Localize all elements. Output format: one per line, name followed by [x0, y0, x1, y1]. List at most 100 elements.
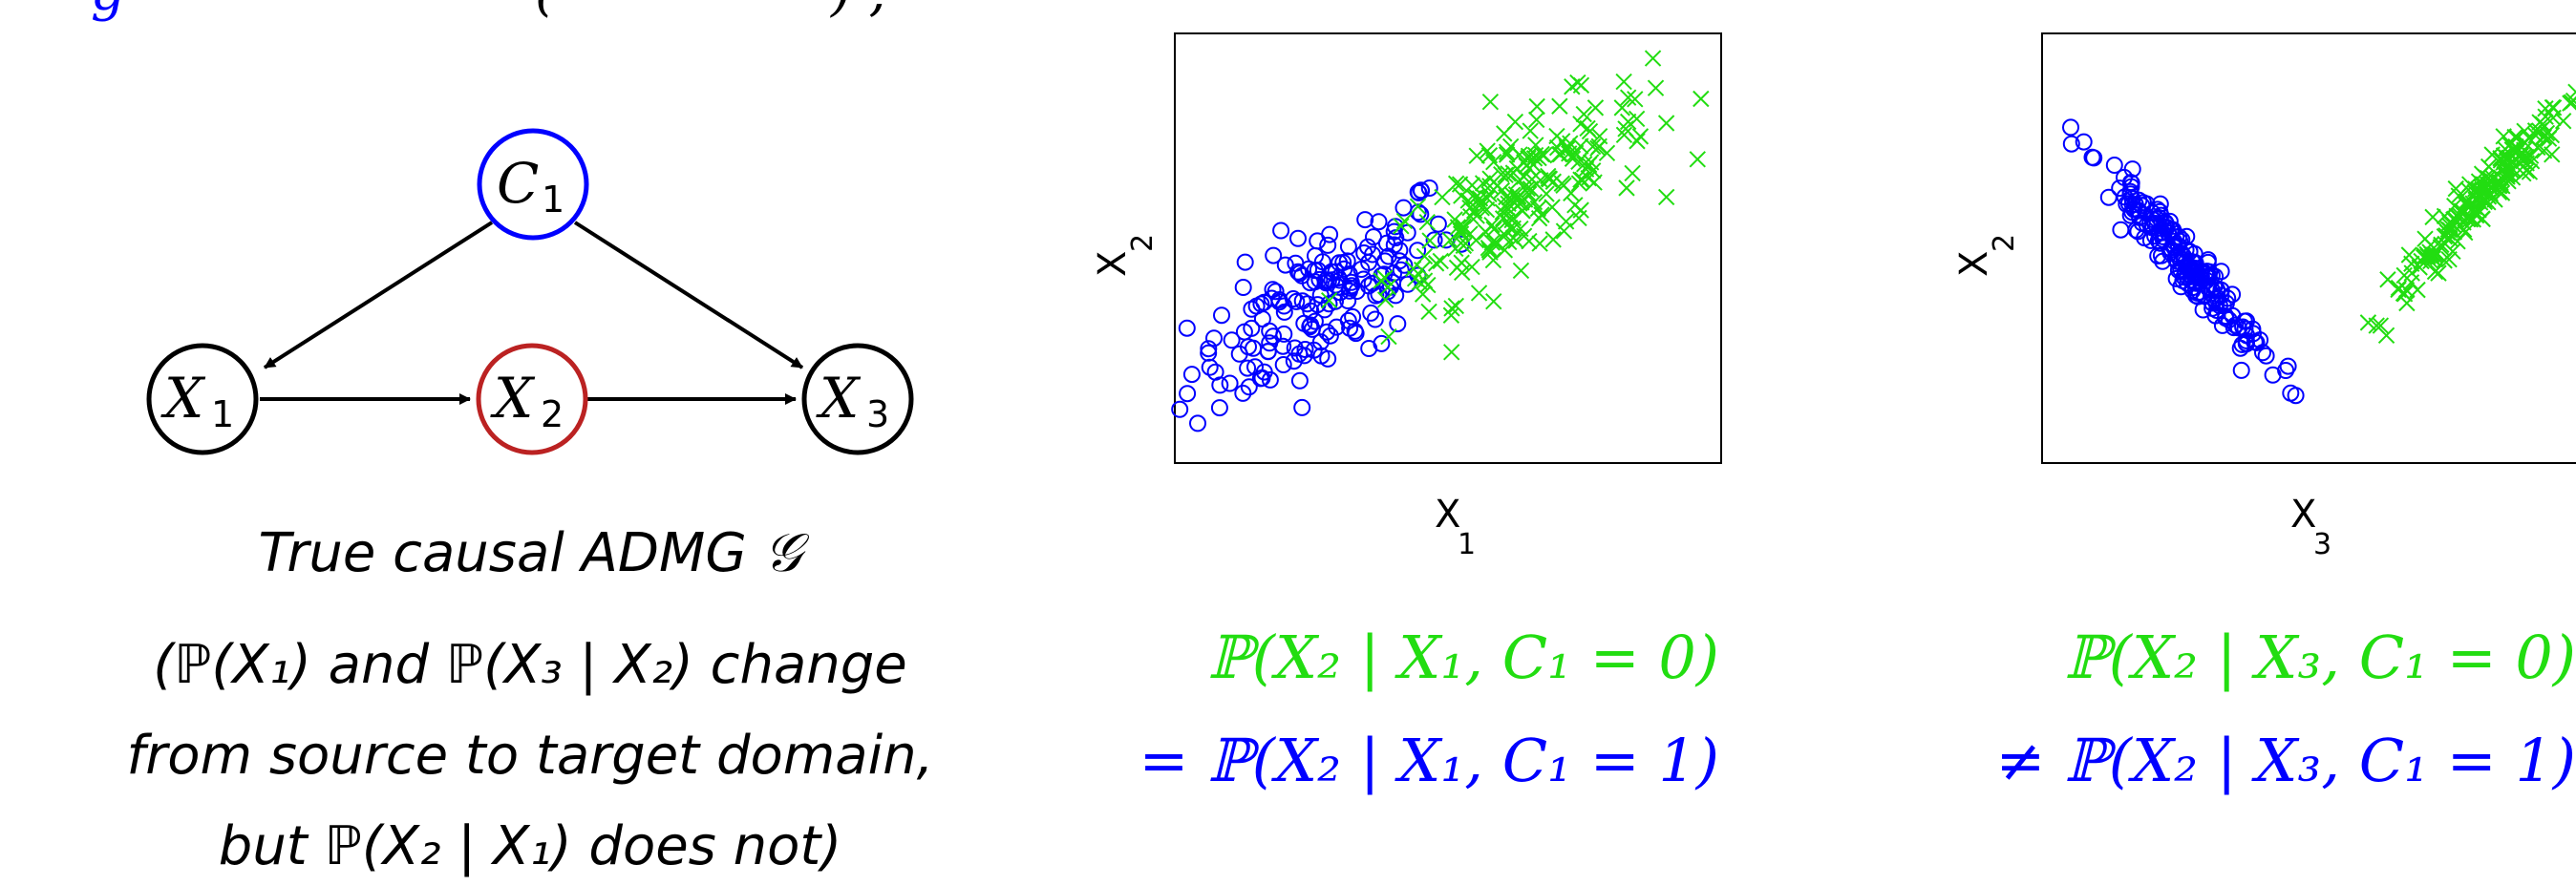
- scatter-point-circle: [2112, 221, 2130, 239]
- scatter-point-cross: [2481, 171, 2500, 188]
- scatter-point-circle: [1389, 315, 1407, 333]
- scatter-point-circle: [1275, 325, 1293, 343]
- scatter-point-cross: [1518, 157, 1535, 175]
- scatter-point-circle: [1200, 344, 1218, 362]
- scatter-point-cross: [1627, 91, 1644, 108]
- scatter-point-cross: [2457, 196, 2475, 213]
- scatter-point-cross: [2400, 246, 2418, 264]
- scatter-point-cross: [1628, 110, 1646, 128]
- scatter-point-circle: [1334, 254, 1352, 271]
- scatter-point-circle: [1213, 306, 1230, 325]
- scatter-point-circle: [1335, 260, 1353, 278]
- scatter-point-cross: [2430, 264, 2447, 282]
- scatter-point-cross: [1483, 216, 1501, 234]
- scatter-point-circle: [1346, 322, 1364, 340]
- scatter-point-cross: [1644, 50, 1662, 67]
- scatter-point-cross: [1511, 146, 1528, 163]
- scatter-point-cross: [2402, 274, 2420, 291]
- scatter-point-cross: [1470, 285, 1488, 302]
- plot-1-formula-line-1: ℙ(X₂ | X₁, C₁ = 0): [1207, 622, 1719, 692]
- scatter-point-cross: [1521, 232, 1538, 250]
- scatter-point-circle: [1344, 307, 1362, 326]
- header-fragment: g ( ) ,: [91, 0, 885, 23]
- scatter-point-circle: [1319, 349, 1337, 368]
- scatter-point-circle: [1236, 253, 1254, 271]
- scatter-point-cross: [1657, 115, 1675, 132]
- edge-c1-x3: [573, 221, 804, 369]
- plot-1-ylabel-sub: 2: [1126, 234, 1160, 252]
- scatter-point-circle: [1311, 286, 1330, 305]
- scatter-point-circle: [1274, 337, 1292, 355]
- scatter-point-circle: [1275, 297, 1293, 315]
- plot-2-ylabel-sub: 2: [1988, 234, 2021, 252]
- scatter-point-cross: [1480, 242, 1499, 259]
- scatter-point-cross: [1443, 300, 1460, 317]
- scatter-point-cross: [1692, 90, 1710, 108]
- scatter-point-cross: [1479, 142, 1496, 159]
- scatter-point-circle: [1385, 222, 1403, 241]
- scatter-point-cross: [1420, 303, 1437, 321]
- scatter-point-circle: [1300, 260, 1318, 278]
- scatter-point-cross: [1509, 173, 1526, 190]
- scatter-point-cross: [2534, 116, 2551, 133]
- scatter-point-circle: [1321, 327, 1339, 345]
- scatter-point-cross: [2506, 128, 2523, 146]
- scatter-point-cross: [1496, 125, 1513, 142]
- scatter-point-cross: [1452, 225, 1470, 243]
- scatter-point-circle: [1365, 228, 1382, 246]
- scatter-point-circle: [2123, 160, 2141, 179]
- scatter-point-cross: [2423, 245, 2440, 264]
- scatter-point-circle: [2141, 231, 2160, 249]
- scatter-point-cross: [1572, 137, 1589, 155]
- scatter-point-cross: [1558, 138, 1575, 156]
- scatter-point-circle: [1296, 341, 1314, 358]
- scatter-point-cross: [1657, 188, 1675, 206]
- scatter-point-circle: [2245, 325, 2262, 343]
- scatter-point-cross: [1576, 156, 1593, 173]
- scatter-point-circle: [2130, 201, 2148, 220]
- scatter-point-cross: [1414, 285, 1432, 303]
- scatter-point-cross: [2544, 146, 2561, 163]
- scatter-point-cross: [1528, 111, 1545, 129]
- scatter-point-cross: [1409, 198, 1427, 215]
- scatter-point-cross: [2398, 294, 2416, 312]
- scatter-point-cross: [1481, 170, 1499, 187]
- plot-1-formula-line-2: = ℙ(X₂ | X₁, C₁ = 1): [1139, 726, 1719, 795]
- scatter-point-cross: [2521, 163, 2539, 180]
- scatter-point-circle: [1339, 238, 1357, 256]
- scatter-point-cross: [1467, 188, 1485, 205]
- scatter-point-circle: [1301, 318, 1319, 336]
- scatter-point-cross: [1432, 252, 1449, 270]
- scatter-point-circle: [1240, 378, 1258, 396]
- scatter-point-cross: [2495, 154, 2512, 171]
- plot-2-formula-line-1: ℙ(X₂ | X₃, C₁ = 0): [2064, 622, 2576, 692]
- scatter-point-cross: [1585, 162, 1602, 179]
- scatter-point-cross: [1447, 240, 1464, 258]
- scatter-point-circle: [1293, 398, 1311, 416]
- scatter-point-circle: [2175, 268, 2193, 286]
- scatter-point-cross: [1647, 79, 1665, 96]
- scatter-point-cross: [1380, 327, 1397, 346]
- scatter-point-cross: [1448, 259, 1466, 277]
- scatter-point-cross: [2507, 144, 2525, 162]
- scatter-point-circle: [2279, 357, 2297, 375]
- scatter-point-cross: [1538, 185, 1555, 202]
- scatter-point-circle: [2105, 157, 2123, 174]
- node-c1-sub: 1: [542, 179, 564, 221]
- scatter-point-circle: [1295, 347, 1313, 365]
- scatter-point-circle: [1179, 385, 1197, 403]
- node-c1: C 1: [477, 128, 589, 241]
- scatter-point-cross: [1525, 193, 1543, 211]
- scatter-point-circle: [1373, 334, 1391, 352]
- plot-1-xlabel-sub: 1: [1458, 528, 1476, 561]
- scatter-point-cross: [2432, 239, 2450, 256]
- graph-caption: True causal ADMG 𝒢 (ℙ(X₁) and ℙ(X₃ | X₂)…: [127, 522, 934, 877]
- caption-line-1: True causal ADMG 𝒢: [259, 522, 810, 584]
- scatter-point-circle: [2287, 387, 2305, 405]
- scatter-point-cross: [1580, 169, 1597, 187]
- scatter-point-cross: [1395, 212, 1414, 230]
- scatter-point-cross: [2424, 208, 2441, 226]
- scatter-point-cross: [1404, 260, 1422, 278]
- scatter-point-cross: [2438, 223, 2457, 241]
